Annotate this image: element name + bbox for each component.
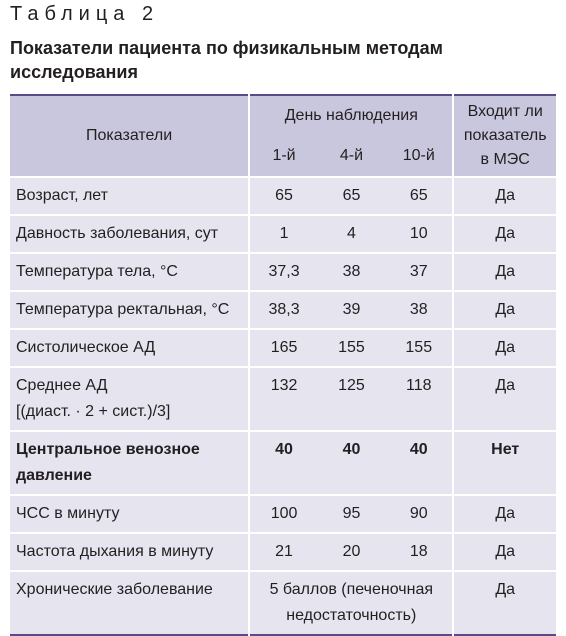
day-header: 10-й [385,136,455,177]
cell: 165 [249,328,318,367]
mes-cell: Да [453,290,556,329]
row-label: Возраст, лет [10,176,251,215]
cell: 20 [317,532,386,571]
row-label: Температура тела, °С [10,252,251,291]
cell: 155 [317,328,386,367]
cell: 90 [385,494,455,533]
mes-cell: Да [453,366,556,431]
cell: 38 [317,252,386,291]
cell: 118 [385,366,455,431]
table-row: Систолическое АД 165 155 155 Да [10,328,556,367]
cell: 65 [317,176,386,215]
cell: 38,3 [249,290,318,329]
cell: 125 [317,366,386,431]
cell: 100 [249,494,318,533]
cell: 39 [317,290,386,329]
page: Таблица 2 Показатели пациента по физикал… [10,3,556,636]
mes-cell: Нет [453,430,556,495]
cell: 18 [385,532,455,571]
cell: 132 [249,366,318,431]
cell: 40 [317,430,386,495]
table-row: Температура тела, °С 37,3 38 37 Да [10,252,556,291]
table-row: Среднее АД [(диаст. · 2 + сист.)/3] 132 12… [10,366,556,431]
col-header: Показатели [10,95,251,177]
row-label: Систолическое АД [10,328,251,367]
cell: 37,3 [249,252,318,291]
row-label: Хронические заболевание [10,570,251,635]
cell: 5 баллов (печеночная недостаточность) [249,570,455,635]
cell: 38 [385,290,455,329]
mes-cell: Да [453,252,556,291]
row-label: Температура ректальная, °С [10,290,251,329]
cell: 65 [385,176,455,215]
mes-cell: Да [453,328,556,367]
cell: 4 [317,214,386,253]
cell: 37 [385,252,455,291]
cell: 155 [385,328,455,367]
table-row: Возраст, лет 65 65 65 Да [10,176,556,215]
mes-cell: Да [453,532,556,571]
table-row: Центральное венозное давление 40 40 40 Нет [10,430,556,495]
table-title: Показатели пациента по физикальным метод… [10,38,443,82]
data-table: Показатели День наблюдения Входит ли пок… [10,94,556,636]
mes-cell: Да [453,176,556,215]
cell: 40 [249,430,318,495]
mes-cell: Да [453,214,556,253]
table-row: Давность заболевания, сут 1 4 10 Да [10,214,556,253]
row-label: Давность заболевания, сут [10,214,251,253]
table-label: Таблица 2 [10,3,160,25]
cell: 1 [249,214,318,253]
row-label: Среднее АД [(диаст. · 2 + сист.)/3] [10,366,251,431]
table-row: Частота дыхания в минуту 21 20 18 Да [10,532,556,571]
table-row: Хронические заболевание 5 баллов (печеноч… [10,570,556,635]
col-header: Входит ли показатель в МЭС [453,95,556,177]
row-label: ЧСС в минуту [10,494,251,533]
mes-cell: Да [453,570,556,635]
col-header: День наблюдения [249,95,455,136]
table-row: Температура ректальная, °С 38,3 39 38 Да [10,290,556,329]
mes-cell: Да [453,494,556,533]
cell: 95 [317,494,386,533]
day-header: 4-й [317,136,386,177]
day-header: 1-й [249,136,318,177]
cell: 21 [249,532,318,571]
cell: 10 [385,214,455,253]
table-row: ЧСС в минуту 100 95 90 Да [10,494,556,533]
row-label: Центральное венозное давление [10,430,251,495]
row-label: Частота дыхания в минуту [10,532,251,571]
cell: 40 [385,430,455,495]
cell: 65 [249,176,318,215]
